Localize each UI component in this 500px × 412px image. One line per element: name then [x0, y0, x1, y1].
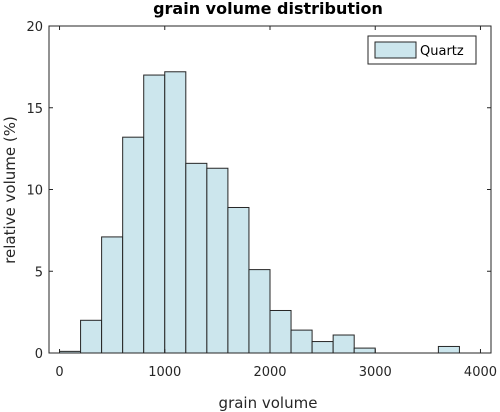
histogram-bar-10 — [269, 309, 292, 354]
y-axis-label: relative volume (%) — [1, 116, 19, 264]
y-tick-label: 15 — [26, 102, 43, 117]
histogram-bar-2 — [101, 236, 124, 354]
histogram-bar-7 — [206, 167, 229, 354]
x-axis-label: grain volume — [219, 394, 318, 412]
y-tick-label: 5 — [35, 265, 43, 280]
legend-swatch — [374, 41, 417, 59]
histogram-bar-9 — [248, 269, 271, 354]
histogram-bar-13 — [332, 334, 355, 354]
legend: Quartz — [367, 35, 477, 65]
histogram-bar-5 — [164, 71, 187, 354]
y-tick-label: 0 — [35, 347, 43, 362]
histogram-bar-3 — [122, 136, 145, 354]
x-axis-ticks: 0 1000 2000 3000 4000 — [55, 26, 497, 380]
histogram-bar-14 — [353, 347, 376, 354]
y-tick-label: 20 — [26, 20, 43, 35]
x-tick-label: 3000 — [359, 365, 392, 380]
histogram-bar-12 — [311, 341, 334, 354]
histogram-bar-18 — [437, 345, 460, 354]
histogram-bar-6 — [185, 162, 208, 354]
histogram-bar-1 — [80, 319, 103, 354]
x-tick-label: 0 — [55, 365, 63, 380]
y-tick-label: 10 — [26, 184, 43, 199]
histogram-bar-11 — [290, 329, 313, 354]
histogram-bar-8 — [227, 206, 250, 354]
histogram-bar-4 — [143, 74, 166, 354]
chart-title: grain volume distribution — [153, 0, 383, 18]
y-axis-ticks: 0 5 10 15 20 — [26, 20, 491, 362]
x-tick-label: 2000 — [253, 365, 286, 380]
x-tick-label: 1000 — [148, 365, 181, 380]
legend-label-quartz: Quartz — [420, 44, 464, 59]
bars-group — [59, 71, 460, 354]
x-tick-label: 4000 — [464, 365, 497, 380]
